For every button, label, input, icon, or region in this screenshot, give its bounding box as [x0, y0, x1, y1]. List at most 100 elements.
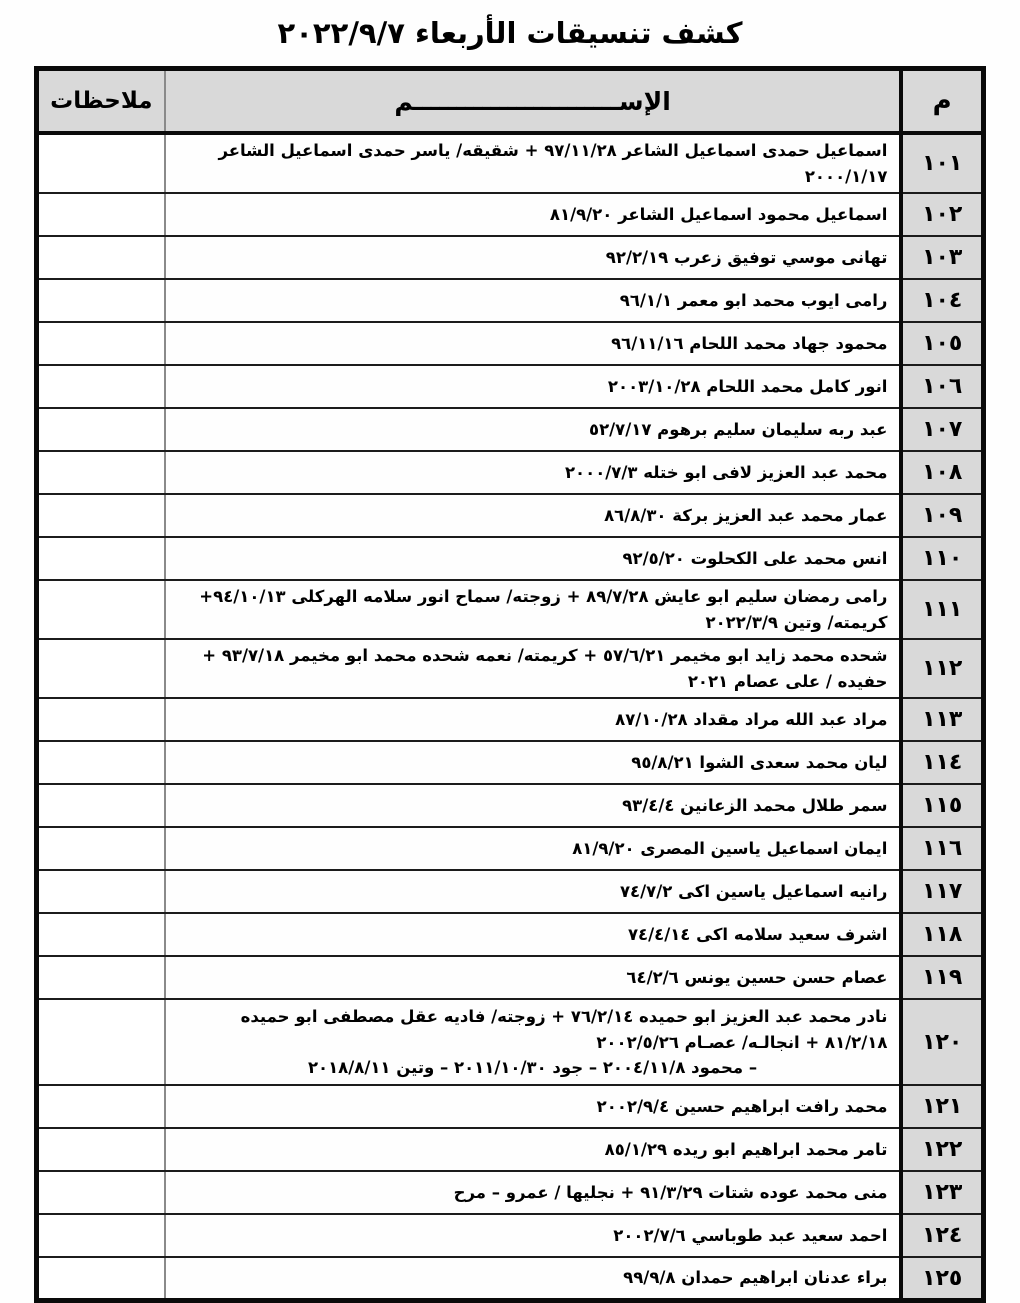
name-text: اسماعيل حمدى اسماعيل الشاعر ٩٧/١١/٢٨ + ش… — [218, 141, 888, 186]
table-row: ١٢٥ براء عدنان ابراهيم حمدان ٩٩/٩/٨ — [35, 1256, 985, 1302]
number-cell: ١٢٤ — [899, 1213, 985, 1259]
name-text: سمر طلال محمد الزعانين ٩٣/٤/٤ — [622, 796, 888, 816]
notes-cell — [35, 407, 166, 453]
number-cell: ١٠٢ — [899, 192, 985, 238]
notes-cell — [35, 1127, 166, 1173]
name-cell: تامر محمد ابراهيم ابو ريده ٨٥/١/٢٩ — [163, 1127, 903, 1173]
column-header-name: الإســــــــــــــــــــــــم — [163, 67, 903, 135]
table-row: ١٠٨ محمد عبد العزيز لافى ابو ختله ٢٠٠٠/٧/… — [35, 450, 985, 496]
name-text: ليان محمد سعدى الشوا ٩٥/٨/٢١ — [631, 753, 888, 773]
column-header-number: م — [899, 67, 985, 135]
name-text: منى محمد عوده شتات ٩١/٣/٢٩ + نجليها / عم… — [453, 1183, 888, 1203]
number-cell: ١٢٢ — [899, 1127, 985, 1173]
name-cell: اشرف سعيد سلامه اكى ٧٤/٤/١٤ — [163, 912, 903, 958]
notes-cell — [35, 1170, 166, 1216]
name-cell: رامى ايوب محمد ابو معمر ٩٦/١/١ — [163, 278, 903, 324]
name-text: تامر محمد ابراهيم ابو ريده ٨٥/١/٢٩ — [604, 1140, 888, 1160]
name-cell: محمد رافت ابراهيم حسين ٢٠٠٢/٩/٤ — [163, 1084, 903, 1130]
number-cell: ١١٦ — [899, 826, 985, 872]
name-cell: منى محمد عوده شتات ٩١/٣/٢٩ + نجليها / عم… — [163, 1170, 903, 1216]
table-row: ١١٥ سمر طلال محمد الزعانين ٩٣/٤/٤ — [35, 783, 985, 829]
name-cell: مراد عبد الله مراد مقداد ٨٧/١٠/٢٨ — [163, 697, 903, 743]
table-row: ١١٨ اشرف سعيد سلامه اكى ٧٤/٤/١٤ — [35, 912, 985, 958]
notes-cell — [35, 869, 166, 915]
name-cell: نادر محمد عبد العزيز ابو حميده ٧٦/٢/١٤ +… — [163, 998, 903, 1087]
notes-cell — [35, 740, 166, 786]
table-body: ١٠١ اسماعيل حمدى اسماعيل الشاعر ٩٧/١١/٢٨ … — [35, 131, 985, 1302]
number-cell: ١١٩ — [899, 955, 985, 1001]
notes-cell — [35, 536, 166, 582]
notes-cell — [35, 364, 166, 410]
name-text: شحده محمد زايد ابو مخيمر ٥٧/٦/٢١ + كريمت… — [202, 646, 888, 691]
page-title: كشف تنسيقات الأربعاء ٢٠٢٢/٩/٧ — [277, 16, 743, 50]
name-cell: عبد ربه سليمان سليم برهوم ٥٢/٧/١٧ — [163, 407, 903, 453]
name-text: عصام حسن حسين يونس ٦٤/٢/٦ — [626, 968, 888, 988]
notes-cell — [35, 278, 166, 324]
notes-cell — [35, 638, 166, 700]
name-text: اشرف سعيد سلامه اكى ٧٤/٤/١٤ — [627, 925, 888, 945]
name-cell: عمار محمد عبد العزيز بركة ٨٦/٨/٣٠ — [163, 493, 903, 539]
notes-cell — [35, 955, 166, 1001]
column-header-notes: ملاحظات — [35, 67, 166, 135]
table-row: ١٠٥ محمود جهاد محمد اللحام ٩٦/١١/١٦ — [35, 321, 985, 367]
name-cell: احمد سعيد عبد طوباسي ٢٠٠٢/٧/٦ — [163, 1213, 903, 1259]
table-row: ١١١ رامى رمضان سليم ابو عايش ٨٩/٧/٢٨ + زو… — [35, 579, 985, 641]
number-cell: ١١٠ — [899, 536, 985, 582]
notes-cell — [35, 783, 166, 829]
notes-cell — [35, 826, 166, 872]
number-cell: ١٠٩ — [899, 493, 985, 539]
number-cell: ١١٢ — [899, 638, 985, 700]
number-cell: ١٠٤ — [899, 278, 985, 324]
number-cell: ١٢٥ — [899, 1256, 985, 1302]
table-row: ١٠٦ انور كامل محمد اللحام ٢٠٠٣/١٠/٢٨ — [35, 364, 985, 410]
number-cell: ١٠٣ — [899, 235, 985, 281]
header-row: م الإســــــــــــــــــــــــم ملاحظات — [35, 67, 985, 135]
name-cell: رانيه اسماعيل ياسين اكى ٧٤/٧/٢ — [163, 869, 903, 915]
notes-cell — [35, 579, 166, 641]
name-text: محمد رافت ابراهيم حسين ٢٠٠٢/٩/٤ — [596, 1097, 888, 1117]
name-text: عمار محمد عبد العزيز بركة ٨٦/٨/٣٠ — [604, 505, 888, 525]
name-cell: اسماعيل حمدى اسماعيل الشاعر ٩٧/١١/٢٨ + ش… — [163, 131, 903, 195]
name-text: رانيه اسماعيل ياسين اكى ٧٤/٧/٢ — [619, 882, 888, 902]
table-row: ١٠١ اسماعيل حمدى اسماعيل الشاعر ٩٧/١١/٢٨ … — [35, 131, 985, 195]
number-cell: ١١١ — [899, 579, 985, 641]
number-cell: ١٠٨ — [899, 450, 985, 496]
coordination-table: م الإســــــــــــــــــــــــم ملاحظات … — [34, 66, 986, 1303]
name-text: محمود جهاد محمد اللحام ٩٦/١١/١٦ — [611, 333, 888, 353]
name-text: براء عدنان ابراهيم حمدان ٩٩/٩/٨ — [623, 1268, 888, 1288]
name-text: احمد سعيد عبد طوباسي ٢٠٠٢/٧/٦ — [613, 1226, 888, 1246]
table-row: ١٢٢ تامر محمد ابراهيم ابو ريده ٨٥/١/٢٩ — [35, 1127, 985, 1173]
name-text: انس محمد على الكحلوت ٩٢/٥/٢٠ — [622, 548, 888, 568]
table-row: ١٠٤ رامى ايوب محمد ابو معمر ٩٦/١/١ — [35, 278, 985, 324]
name-cell: سمر طلال محمد الزعانين ٩٣/٤/٤ — [163, 783, 903, 829]
notes-cell — [35, 1084, 166, 1130]
table-row: ١١٤ ليان محمد سعدى الشوا ٩٥/٨/٢١ — [35, 740, 985, 786]
name-text: رامى ايوب محمد ابو معمر ٩٦/١/١ — [619, 290, 888, 310]
notes-cell — [35, 131, 166, 195]
table-row: ١٢١ محمد رافت ابراهيم حسين ٢٠٠٢/٩/٤ — [35, 1084, 985, 1130]
name-text: انور كامل محمد اللحام ٢٠٠٣/١٠/٢٨ — [607, 376, 888, 396]
number-cell: ١٠٧ — [899, 407, 985, 453]
notes-cell — [35, 235, 166, 281]
notes-cell — [35, 321, 166, 367]
notes-cell — [35, 1213, 166, 1259]
name-text-line2: – محمود ٢٠٠٤/١١/٨ – جود ٢٠١١/١٠/٣٠ – وتي… — [307, 1058, 758, 1078]
name-cell: محمد عبد العزيز لافى ابو ختله ٢٠٠٠/٧/٣ — [163, 450, 903, 496]
number-cell: ١١٧ — [899, 869, 985, 915]
table-row: ١١٢ شحده محمد زايد ابو مخيمر ٥٧/٦/٢١ + كر… — [35, 638, 985, 700]
notes-cell — [35, 493, 166, 539]
notes-cell — [35, 998, 166, 1087]
name-text: رامى رمضان سليم ابو عايش ٨٩/٧/٢٨ + زوجته… — [199, 587, 888, 632]
number-cell: ١٢٣ — [899, 1170, 985, 1216]
name-text: عبد ربه سليمان سليم برهوم ٥٢/٧/١٧ — [589, 419, 888, 439]
name-cell: انور كامل محمد اللحام ٢٠٠٣/١٠/٢٨ — [163, 364, 903, 410]
notes-cell — [35, 912, 166, 958]
table-row: ١٠٣ تهانى موسي توفيق زعرب ٩٢/٢/١٩ — [35, 235, 985, 281]
number-cell: ١٠١ — [899, 131, 985, 195]
table-row: ١٠٧ عبد ربه سليمان سليم برهوم ٥٢/٧/١٧ — [35, 407, 985, 453]
table-row: ١٢٤ احمد سعيد عبد طوباسي ٢٠٠٢/٧/٦ — [35, 1213, 985, 1259]
name-text: محمد عبد العزيز لافى ابو ختله ٢٠٠٠/٧/٣ — [564, 462, 888, 482]
number-cell: ١١٣ — [899, 697, 985, 743]
table-row: ١١٧ رانيه اسماعيل ياسين اكى ٧٤/٧/٢ — [35, 869, 985, 915]
number-cell: ١٢٠ — [899, 998, 985, 1087]
